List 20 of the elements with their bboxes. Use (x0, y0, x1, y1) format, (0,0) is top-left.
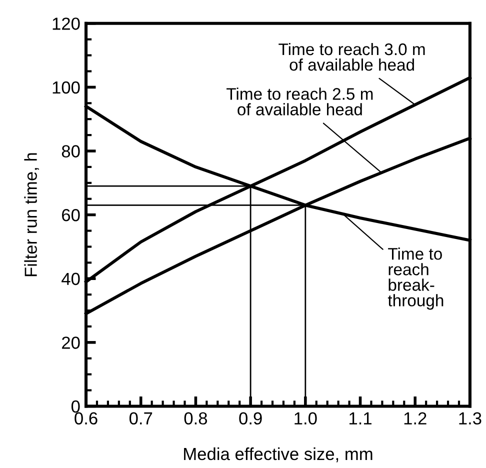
y-tick-label: 40 (62, 272, 80, 286)
x-tick-label: 0.7 (129, 412, 152, 425)
x-axis-title: Media effective size, mm (184, 447, 372, 462)
x-tick-label: 0.9 (239, 412, 262, 425)
y-tick-label: 0 (71, 400, 80, 413)
annotation: Time to reach 2.5 m of available head (226, 88, 373, 116)
x-tick-label: 0.6 (74, 412, 98, 425)
y-tick-label: 120 (52, 18, 80, 30)
x-tick-label: 1.1 (350, 412, 372, 424)
annotation: Time to reach break- through (388, 248, 444, 310)
annotation: Time to reach 3.0 m of available head (278, 42, 425, 71)
x-tick-label: 1.0 (294, 412, 317, 425)
x-tick-label: 1.2 (404, 412, 426, 424)
y-tick-label: 60 (62, 208, 80, 222)
x-tick-label: 0.8 (184, 412, 208, 425)
y-tick-label: 100 (52, 81, 80, 94)
y-axis-title: Filter run time, h (24, 153, 40, 276)
x-tick-label: 1.3 (459, 412, 482, 425)
y-tick-label: 80 (62, 145, 80, 158)
y-tick-label: 20 (62, 336, 80, 349)
